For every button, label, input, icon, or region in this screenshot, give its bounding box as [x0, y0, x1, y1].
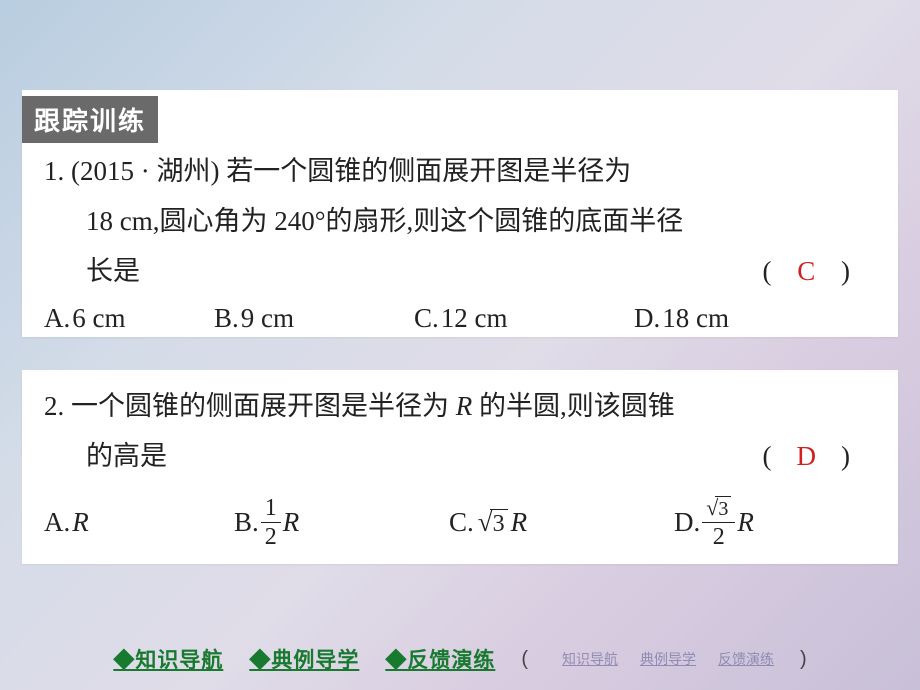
- paren-open: (: [763, 256, 772, 286]
- option-label: B.: [214, 303, 239, 334]
- option-label: C.: [449, 507, 474, 538]
- q1-line3: 长是: [86, 256, 140, 286]
- fraction: 1 2: [261, 496, 281, 549]
- nav-link-examples[interactable]: ◆典例导学: [249, 644, 359, 674]
- q1-answer: C: [778, 247, 834, 297]
- option-label: D.: [674, 507, 700, 538]
- option-label: A.: [44, 303, 70, 334]
- fraction: √ 3 2: [702, 496, 735, 549]
- q2-line1a: 一个圆锥的侧面展开图是半径为: [71, 391, 456, 421]
- nav-link-knowledge[interactable]: ◆知识导航: [113, 644, 223, 674]
- q2-option-b: B. 1 2 R: [234, 496, 449, 549]
- sqrt: √ 3: [478, 509, 508, 536]
- denominator: 2: [265, 523, 277, 549]
- question-1-text: 1. (2015 · 湖州) 若一个圆锥的侧面展开图是半径为 18 cm,圆心角…: [22, 143, 898, 297]
- q2-options: A. R B. 1 2 R C. √ 3 R D. √: [22, 482, 898, 549]
- sqrt-symbol: √: [706, 497, 718, 519]
- question-2-text: 2. 一个圆锥的侧面展开图是半径为 R 的半圆,则该圆锥 的高是 ( D ): [22, 370, 898, 482]
- q1-number: 1.: [44, 156, 64, 186]
- footer-small-3[interactable]: 反馈演练: [718, 649, 774, 669]
- numerator: √ 3: [702, 496, 735, 523]
- paren-open: (: [763, 441, 772, 471]
- q1-option-c: C. 12 cm: [414, 303, 634, 334]
- option-text: R: [737, 507, 754, 538]
- footer-small-1[interactable]: 知识导航: [562, 649, 618, 669]
- option-label: B.: [234, 507, 259, 538]
- q2-R: R: [456, 391, 473, 421]
- q1-option-a: A. 6 cm: [44, 303, 214, 334]
- sqrt-symbol: √: [478, 509, 493, 536]
- footer-nav: ◆知识导航 ◆典例导学 ◆反馈演练 ( 知识导航 典例导学 反馈演练 ): [0, 644, 920, 674]
- q2-line1b: 的半圆,则该圆锥: [472, 391, 675, 421]
- option-label: A.: [44, 507, 70, 538]
- q1-source: (2015 · 湖州): [71, 156, 219, 186]
- option-text: R: [72, 507, 89, 538]
- q1-option-b: B. 9 cm: [214, 303, 414, 334]
- q1-options: A. 6 cm B. 9 cm C. 12 cm D. 18 cm: [22, 297, 898, 334]
- option-text: 18 cm: [662, 303, 729, 334]
- footer-small-2[interactable]: 典例导学: [640, 649, 696, 669]
- denominator: 2: [713, 523, 725, 549]
- question-card-2: 2. 一个圆锥的侧面展开图是半径为 R 的半圆,则该圆锥 的高是 ( D ) A…: [22, 370, 898, 564]
- q2-option-a: A. R: [44, 507, 234, 538]
- footer-paren-close: ): [800, 648, 807, 671]
- footer-paren-open: (: [521, 648, 528, 671]
- option-text: R: [283, 507, 300, 538]
- numerator: 1: [261, 496, 281, 523]
- q2-answer: D: [778, 432, 834, 482]
- nav-link-feedback[interactable]: ◆反馈演练: [385, 644, 495, 674]
- q2-answer-paren: ( D ): [763, 432, 851, 482]
- q2-option-d: D. √ 3 2 R: [674, 496, 754, 549]
- option-text: 9 cm: [241, 303, 294, 334]
- q2-line2: 的高是: [86, 441, 167, 471]
- q1-answer-paren: ( C ): [763, 247, 851, 297]
- option-text: R: [511, 507, 528, 538]
- q1-line1: 若一个圆锥的侧面展开图是半径为: [226, 156, 631, 186]
- section-badge: 跟踪训练: [22, 96, 158, 143]
- option-label: C.: [414, 303, 439, 334]
- q2-number: 2.: [44, 391, 64, 421]
- option-text: 6 cm: [72, 303, 125, 334]
- q1-option-d: D. 18 cm: [634, 303, 729, 334]
- sqrt: √ 3: [706, 496, 731, 519]
- footer-small-links: 知识导航 典例导学 反馈演练: [562, 649, 774, 669]
- paren-close: ): [841, 256, 850, 286]
- paren-close: ): [841, 441, 850, 471]
- option-label: D.: [634, 303, 660, 334]
- option-text: 12 cm: [441, 303, 508, 334]
- q1-line2: 18 cm,圆心角为 240°的扇形,则这个圆锥的底面半径: [86, 206, 683, 236]
- question-card-1: 跟踪训练 1. (2015 · 湖州) 若一个圆锥的侧面展开图是半径为 18 c…: [22, 90, 898, 337]
- q2-option-c: C. √ 3 R: [449, 507, 674, 538]
